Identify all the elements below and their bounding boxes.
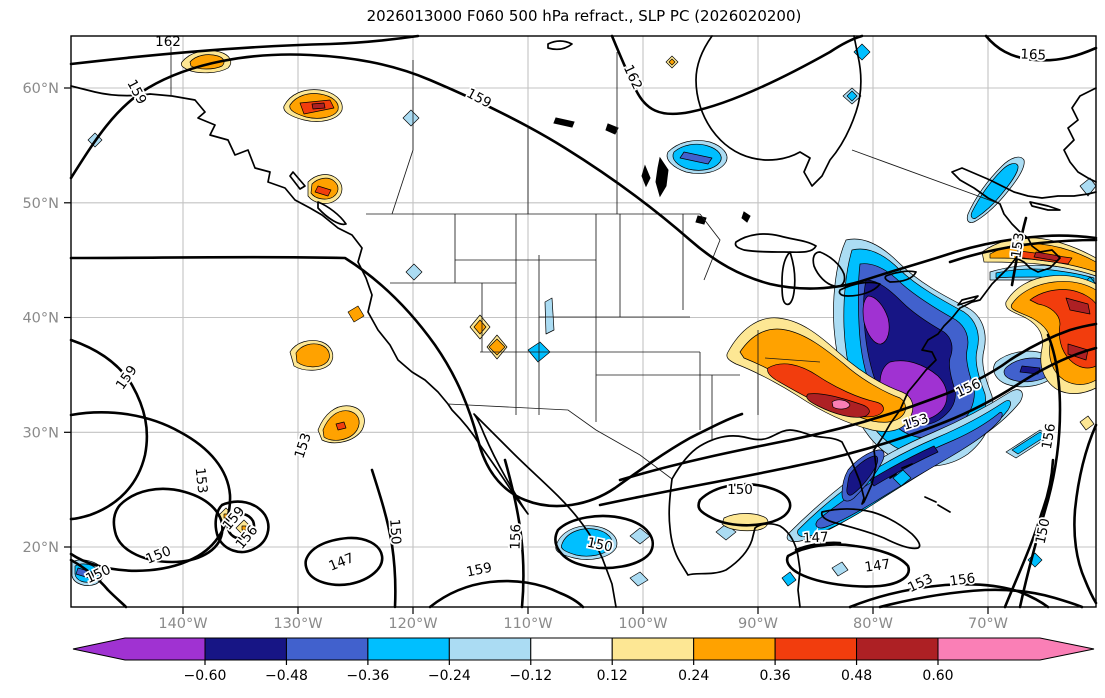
lon-tick-label: 140°W (158, 616, 207, 632)
lakes-layer (553, 117, 751, 225)
colorbar-tick-label: 0.24 (678, 668, 709, 684)
colorbar-segment (367, 637, 450, 661)
colorbar-segment (448, 637, 532, 661)
colorbar-tick-label: −0.24 (428, 668, 471, 684)
lon-tick-label: 100°W (618, 616, 667, 632)
lat-tick-label: 40°N (22, 311, 59, 327)
lon-tick-label: 120°W (388, 616, 437, 632)
colorbar-segment (856, 637, 939, 661)
colorbar-tick-label: 0.36 (760, 668, 791, 684)
contour-label: 147 (864, 556, 892, 575)
page-title: 2026013000 F060 500 hPa refract., SLP PC… (367, 7, 802, 25)
lon-tick-label: 70°W (968, 616, 1008, 632)
colorbar-segment (72, 637, 206, 661)
contour-label: 153 (1008, 232, 1027, 260)
contour-label: 153 (192, 467, 211, 494)
lon-tick-label: 130°W (273, 616, 322, 632)
axis-ticks (64, 87, 989, 614)
lon-tick-label: 80°W (853, 616, 893, 632)
colorbar-tick-label: −0.36 (346, 668, 389, 684)
contour-label: 156 (949, 570, 977, 589)
contour-label: 162 (155, 34, 181, 50)
contour-label: 147 (802, 529, 829, 546)
contour-label: 159 (465, 560, 494, 581)
lat-tick-label: 20°N (22, 540, 59, 556)
colorbar-tick-label: 0.48 (841, 668, 872, 684)
state-borders-layer (170, 36, 1001, 480)
contour-lines-layer (69, 34, 1098, 609)
plot-frame (70, 35, 1097, 608)
lat-tick-label: 30°N (22, 425, 59, 441)
lon-axis-labels: 140°W 130°W 120°W 110°W 100°W 90°W 80°W 70°W (158, 616, 1008, 632)
lon-tick-label: 110°W (503, 616, 552, 632)
contour-label: 153 (292, 431, 315, 460)
contour-label: 156 (508, 524, 525, 550)
lat-tick-label: 50°N (22, 196, 59, 212)
lon-tick-label: 90°W (738, 616, 778, 632)
colorbar-tick-label: −0.12 (509, 668, 552, 684)
colorbar-segment (693, 637, 776, 661)
colorbar-tick-label: −0.48 (265, 668, 308, 684)
contour-label: 150 (727, 482, 753, 498)
contour-label: 150 (386, 518, 404, 545)
lat-tick-label: 60°N (22, 81, 59, 97)
lat-axis-labels: 60°N 50°N 40°N 30°N 20°N (22, 81, 59, 556)
colorbar-segment (611, 637, 695, 661)
shading-positive-layer (180, 50, 1097, 537)
contour-label: 153 (905, 571, 935, 596)
contour-label: 147 (327, 550, 357, 574)
colorbar-segment (530, 637, 613, 661)
contour-label: 165 (1020, 46, 1047, 63)
colorbar-segment (285, 637, 369, 661)
colorbar-tick-label: 0.12 (597, 668, 628, 684)
colorbar-tick-label: −0.60 (184, 668, 227, 684)
contour-label: 156 (1039, 422, 1059, 450)
colorbar-segment (204, 637, 287, 661)
contour-label: 150 (1033, 517, 1054, 546)
colorbar-tick-label: 0.60 (922, 668, 953, 684)
colorbar-segment (937, 637, 1095, 661)
colorbar-segment (774, 637, 858, 661)
colorbar: −0.60 −0.48 −0.36 −0.24 −0.12 0.12 0.24 0.36 0.4… (72, 637, 1095, 684)
